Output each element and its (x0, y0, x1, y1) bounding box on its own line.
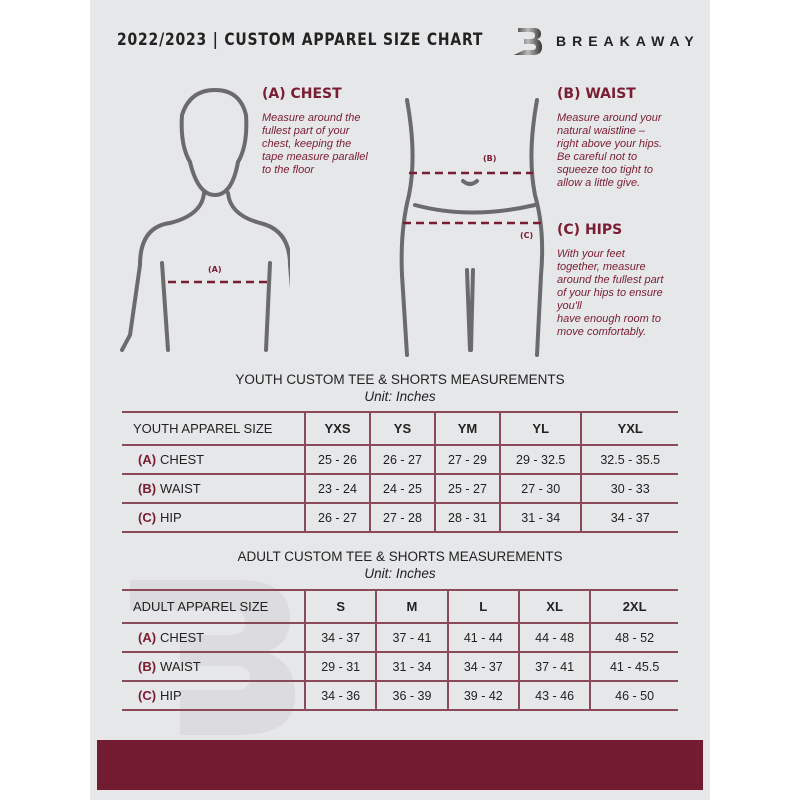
table-cell: 44 - 48 (517, 622, 591, 653)
row-name: CHEST (160, 452, 205, 467)
size-header: YXS (304, 411, 370, 446)
breakaway-logo-icon (514, 28, 542, 55)
size-header: YXL (580, 411, 678, 446)
table-cell: 36 - 39 (375, 680, 448, 711)
brand-name: BREAKAWAY (556, 33, 700, 49)
row-code: (C) (138, 510, 157, 525)
table-cell: 39 - 42 (446, 680, 519, 711)
table-cell: 37 - 41 (375, 622, 448, 653)
row-name: CHEST (160, 630, 205, 645)
size-header: XL (517, 589, 591, 624)
row-label: (A) CHEST (122, 622, 305, 653)
table-cell: 34 - 37 (303, 622, 377, 653)
youth-table-title: YOUTH CUSTOM TEE & SHORTS MEASUREMENTS (235, 372, 565, 387)
table-row: (A) CHEST 25 - 26 26 - 27 27 - 29 29 - 32… (122, 444, 678, 475)
footer-band (97, 740, 703, 790)
size-header: YL (498, 411, 582, 446)
upper-body-illustration (120, 87, 290, 352)
table-cell: 26 - 27 (368, 444, 435, 475)
table-cell: 43 - 46 (517, 680, 591, 711)
table-cell: 34 - 37 (446, 651, 519, 682)
table-cell: 25 - 27 (433, 473, 500, 504)
header-label: YOUTH APPAREL SIZE (122, 411, 305, 446)
chest-marker: (A) (208, 265, 222, 274)
row-code: (C) (138, 688, 157, 703)
size-header: L (446, 589, 519, 624)
table-cell: 28 - 31 (433, 502, 500, 533)
table-cell: 29 - 31 (303, 651, 377, 682)
row-code: (A) (138, 630, 157, 645)
row-code: (B) (138, 659, 157, 674)
table-cell: 23 - 24 (304, 473, 370, 504)
table-row: (C) HIP 26 - 27 27 - 28 28 - 31 31 - 34 3… (122, 502, 678, 533)
table-cell: 31 - 34 (375, 651, 448, 682)
table-header-row: YOUTH APPAREL SIZE YXS YS YM YL YXL (122, 411, 678, 446)
table-row: (A) CHEST 34 - 37 37 - 41 41 - 44 44 - 48… (122, 622, 678, 653)
row-label: (C) HIP (122, 680, 305, 711)
table-cell: 30 - 33 (580, 473, 678, 504)
table-cell: 27 - 28 (368, 502, 435, 533)
table-cell: 29 - 32.5 (498, 444, 582, 475)
size-header: S (303, 589, 377, 624)
table-cell: 37 - 41 (517, 651, 591, 682)
table-cell: 48 - 52 (589, 622, 678, 653)
chest-heading: (A) CHEST (262, 86, 342, 102)
table-row: (B) WAIST 29 - 31 31 - 34 34 - 37 37 - 41… (122, 651, 678, 682)
table-cell: 27 - 29 (433, 444, 500, 475)
row-label: (C) HIP (122, 502, 305, 533)
row-label: (A) CHEST (122, 444, 305, 475)
waist-heading: (B) WAIST (557, 86, 636, 102)
table-row: (B) WAIST 23 - 24 24 - 25 25 - 27 27 - 30… (122, 473, 678, 504)
waist-instructions: Measure around your natural waistline – … (557, 112, 663, 189)
header-label: ADULT APPAREL SIZE (122, 589, 305, 624)
table-header-row: ADULT APPAREL SIZE S M L XL 2XL (122, 589, 678, 624)
table-cell: 46 - 50 (589, 680, 678, 711)
size-header: YS (368, 411, 435, 446)
table-cell: 27 - 30 (498, 473, 582, 504)
size-header: M (375, 589, 448, 624)
lower-body-illustration (399, 98, 545, 357)
row-label: (B) WAIST (122, 473, 305, 504)
row-label: (B) WAIST (122, 651, 305, 682)
table-row: (C) HIP 34 - 36 36 - 39 39 - 42 43 - 46 4… (122, 680, 678, 711)
waist-marker: (B) (483, 154, 497, 163)
row-name: HIP (160, 510, 182, 525)
row-code: (A) (138, 452, 157, 467)
table-cell: 25 - 26 (304, 444, 370, 475)
row-name: WAIST (160, 659, 201, 674)
table-cell: 41 - 45.5 (589, 651, 678, 682)
table-cell: 26 - 27 (304, 502, 370, 533)
size-header: 2XL (589, 589, 678, 624)
table-cell: 34 - 37 (580, 502, 678, 533)
hips-marker: (C) (520, 231, 534, 240)
table-cell: 24 - 25 (368, 473, 435, 504)
youth-table-unit: Unit: Inches (364, 389, 436, 404)
row-name: WAIST (160, 481, 201, 496)
youth-size-table: YOUTH APPAREL SIZE YXS YS YM YL YXL (A) C… (122, 411, 678, 533)
row-name: HIP (160, 688, 182, 703)
table-cell: 31 - 34 (498, 502, 582, 533)
table-cell: 34 - 36 (303, 680, 377, 711)
page-title: 2022/2023 | CUSTOM APPAREL SIZE CHART (117, 30, 484, 50)
adult-table-title: ADULT CUSTOM TEE & SHORTS MEASUREMENTS (237, 549, 563, 564)
table-cell: 41 - 44 (446, 622, 519, 653)
adult-size-table: ADULT APPAREL SIZE S M L XL 2XL (A) CHEST… (122, 589, 678, 711)
size-header: YM (433, 411, 500, 446)
row-code: (B) (138, 481, 157, 496)
table-cell: 32.5 - 35.5 (580, 444, 678, 475)
adult-table-unit: Unit: Inches (364, 566, 436, 581)
chest-instructions: Measure around the fullest part of your … (262, 112, 368, 176)
hips-heading: (C) HIPS (557, 222, 623, 238)
hips-instructions: With your feet together, measure around … (557, 248, 664, 338)
